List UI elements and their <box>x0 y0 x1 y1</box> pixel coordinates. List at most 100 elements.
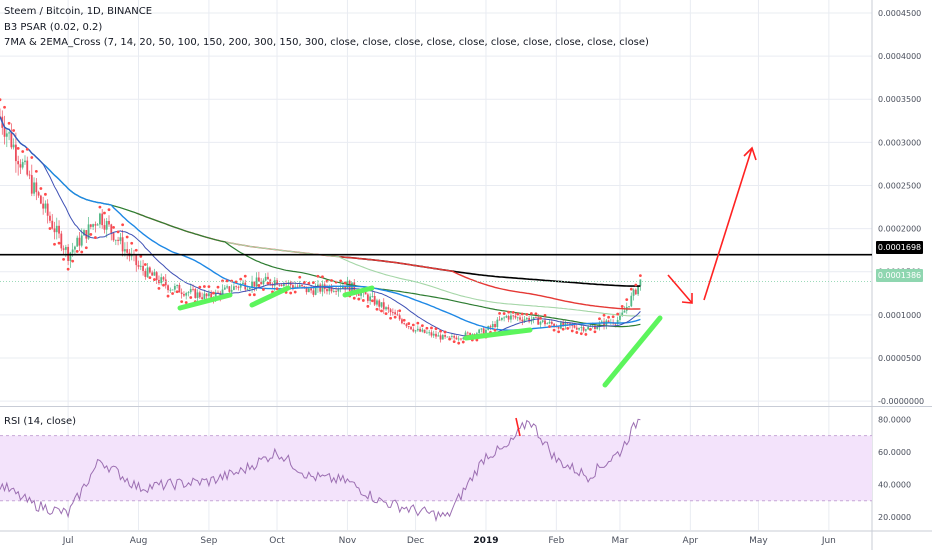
psar-dots <box>0 98 642 345</box>
psar-dot <box>439 329 442 333</box>
candle-body <box>464 332 467 338</box>
psar-dot <box>529 312 533 315</box>
psar-dot <box>216 285 220 289</box>
candle-body <box>491 323 494 328</box>
time-tick-label: Apr <box>683 536 699 546</box>
candle-body <box>30 175 33 194</box>
candle-body <box>360 292 362 296</box>
psar-dot <box>143 263 147 266</box>
psar-dot <box>103 211 106 215</box>
annotations <box>0 146 872 437</box>
candle-body <box>423 329 426 333</box>
candle-body <box>535 317 537 318</box>
psar-dot <box>620 305 624 308</box>
candle-body <box>546 323 549 325</box>
candle-body <box>169 289 172 291</box>
candle-body <box>183 294 185 296</box>
candle-body <box>58 225 60 234</box>
candle-body <box>28 174 31 176</box>
psar-dot <box>371 299 374 303</box>
candle-body <box>616 319 619 324</box>
candle-body <box>248 287 251 290</box>
candle-body <box>460 338 462 340</box>
candle-body <box>453 336 456 338</box>
candle-body <box>19 164 22 168</box>
green-annotation <box>249 285 291 308</box>
candle-body <box>78 237 81 246</box>
rsi-line <box>0 418 641 523</box>
candle-body <box>600 321 603 324</box>
candle-body <box>201 297 204 300</box>
candle-body <box>435 333 437 337</box>
candle-body <box>135 255 138 266</box>
time-axis[interactable]: Jul Aug Sep Oct Nov Dec 2019 Feb Mar Apr May Jun <box>62 536 836 546</box>
time-tick-label: Mar <box>611 536 628 546</box>
candle-body <box>382 302 385 310</box>
candle-body <box>264 276 267 281</box>
psar-dot <box>634 283 638 287</box>
psar-dot <box>184 301 188 304</box>
chart-title[interactable]: Steem / Bitcoin, 1D, BINANCE <box>4 6 153 17</box>
psar-dot <box>307 281 311 285</box>
candle-body <box>42 203 45 209</box>
candle-body <box>173 286 176 290</box>
candle-body <box>503 317 506 319</box>
candle-body <box>326 289 328 292</box>
ma100-line <box>0 116 641 328</box>
candle-body <box>303 286 306 287</box>
candle-body <box>228 286 231 292</box>
candle-body <box>541 320 544 322</box>
ma-legend[interactable]: 7MA & 2EMA_Cross (7, 14, 20, 50, 100, 15… <box>4 37 649 48</box>
candle-body <box>253 281 256 287</box>
time-tick-label: Dec <box>407 536 424 546</box>
psar-dot <box>607 315 610 319</box>
candle-body <box>99 213 101 225</box>
candle-body <box>430 332 433 336</box>
psar-dot <box>384 312 388 315</box>
candle-body <box>267 276 269 280</box>
candle-body <box>180 292 183 295</box>
candle-body <box>530 319 533 322</box>
candle-body <box>110 224 113 234</box>
candle-body <box>589 326 592 328</box>
psar-dot <box>393 315 397 319</box>
candle-body <box>105 220 108 230</box>
psar-legend[interactable]: B3 PSAR (0.02, 0.2) <box>4 22 103 33</box>
candle-body <box>260 281 263 285</box>
psar-dot <box>293 290 297 294</box>
psar-dot <box>0 98 2 102</box>
rsi-pane[interactable] <box>0 418 872 523</box>
candle-body <box>217 292 219 294</box>
candle-body <box>371 296 374 297</box>
candle-body <box>353 282 356 292</box>
psar-dot <box>539 316 542 320</box>
candle-body <box>255 277 258 287</box>
candle-body <box>87 224 90 239</box>
candle-body <box>412 329 415 332</box>
psar-dot <box>416 321 420 325</box>
candle-body <box>328 286 331 292</box>
candle-body <box>310 288 313 291</box>
psar-dot <box>180 300 184 304</box>
candle-body <box>5 133 8 137</box>
candle-body <box>176 285 179 287</box>
candle-body <box>282 283 285 286</box>
candle-body <box>441 335 444 340</box>
candle-body <box>437 335 440 337</box>
rsi-legend[interactable]: RSI (14, close) <box>4 416 77 427</box>
candle-body <box>548 321 551 324</box>
psar-dot <box>266 281 270 285</box>
price-axis[interactable]: 0.0004500 0.0004000 0.0003500 0.0003000 0.00… <box>878 9 924 522</box>
candle-body <box>321 284 324 292</box>
candle-body <box>117 239 119 241</box>
candle-body <box>516 317 519 319</box>
psar-dot <box>107 208 111 212</box>
candle-body <box>519 317 521 320</box>
psar-dot <box>121 223 125 227</box>
candle-body <box>564 322 567 326</box>
candle-body <box>49 215 51 221</box>
time-tick-label: Oct <box>269 536 285 546</box>
psar-dot <box>130 241 134 245</box>
candle-body <box>21 162 24 168</box>
